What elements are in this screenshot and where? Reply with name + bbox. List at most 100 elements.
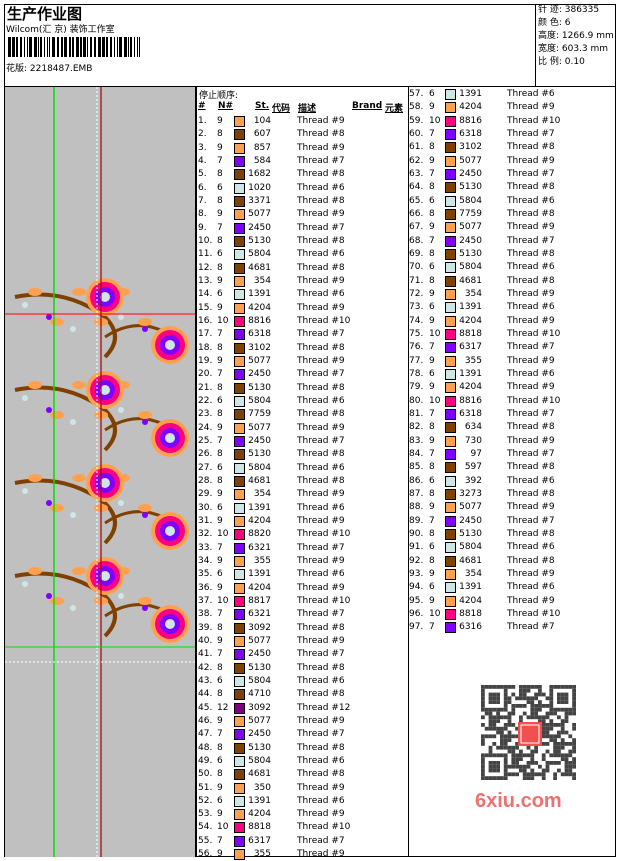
thread-description: Thread #9 bbox=[297, 809, 345, 820]
thread-description: Thread #7 bbox=[297, 835, 345, 846]
thread-description: Thread #6 bbox=[507, 195, 555, 206]
table-row: 21. 8 5130 Thread #8 bbox=[198, 382, 403, 395]
design-width: 宽度: 603.3 mm bbox=[538, 44, 609, 54]
stop-number: 70. bbox=[409, 262, 424, 273]
stop-number: 12. bbox=[198, 262, 213, 273]
needle-number: 10 bbox=[429, 115, 441, 126]
stitch-count: 2450 bbox=[459, 168, 482, 179]
thread-description: Thread #6 bbox=[297, 569, 345, 580]
stitch-count: 8818 bbox=[459, 608, 482, 619]
table-row: 77. 9 355 Thread #9 bbox=[409, 355, 614, 368]
table-row: 50. 8 4681 Thread #8 bbox=[198, 768, 403, 781]
stitch-count: 4681 bbox=[459, 275, 482, 286]
thread-description: Thread #9 bbox=[507, 155, 555, 166]
thread-description: Thread #8 bbox=[297, 742, 345, 753]
table-row: 48. 8 5130 Thread #8 bbox=[198, 742, 403, 755]
needle-number: 8 bbox=[429, 422, 435, 433]
color-swatch bbox=[234, 769, 245, 781]
stop-number: 36. bbox=[198, 582, 213, 593]
color-swatch bbox=[234, 142, 245, 154]
stop-number: 54. bbox=[198, 822, 213, 833]
table-row: 26. 8 5130 Thread #8 bbox=[198, 448, 403, 461]
stop-number: 20. bbox=[198, 369, 213, 380]
stop-number: 78. bbox=[409, 368, 424, 379]
stitch-count: 607 bbox=[253, 129, 271, 140]
table-row: 32. 10 8820 Thread #10 bbox=[198, 528, 403, 541]
color-swatch bbox=[234, 755, 245, 767]
stitch-count: 5804 bbox=[248, 462, 271, 473]
needle-number: 8 bbox=[429, 528, 435, 539]
stop-number: 41. bbox=[198, 649, 213, 660]
stitch-count: 5130 bbox=[248, 235, 271, 246]
thread-description: Thread #6 bbox=[297, 395, 345, 406]
table-row: 5. 8 1682 Thread #8 bbox=[198, 168, 403, 181]
stop-number: 24. bbox=[198, 422, 213, 433]
table-row: 28. 8 4681 Thread #8 bbox=[198, 475, 403, 488]
stop-number: 25. bbox=[198, 435, 213, 446]
thread-description: Thread #8 bbox=[507, 422, 555, 433]
thread-description: Thread #10 bbox=[297, 315, 351, 326]
color-swatch bbox=[445, 342, 456, 354]
stop-number: 66. bbox=[409, 208, 424, 219]
needle-number: 6 bbox=[217, 395, 223, 406]
table-row: 63. 7 2450 Thread #7 bbox=[409, 168, 614, 181]
stop-number: 33. bbox=[198, 542, 213, 553]
color-swatch bbox=[234, 582, 245, 594]
stitch-count: 355 bbox=[464, 355, 482, 366]
design-info-box: 针 迹: 386335 颜 色: 6 高度: 1266.9 mm 宽度: 603… bbox=[535, 4, 617, 86]
stop-number: 71. bbox=[409, 275, 424, 286]
stop-number: 44. bbox=[198, 689, 213, 700]
color-swatch bbox=[445, 515, 456, 527]
stitch-count: 2450 bbox=[248, 649, 271, 660]
stitch-count: 4204 bbox=[459, 382, 482, 393]
stitch-count: 354 bbox=[464, 288, 482, 299]
thread-description: Thread #10 bbox=[297, 822, 351, 833]
stop-number: 72. bbox=[409, 288, 424, 299]
color-swatch bbox=[234, 169, 245, 181]
color-swatch bbox=[445, 395, 456, 407]
stitch-count: 4710 bbox=[248, 689, 271, 700]
table-row: 65. 6 5804 Thread #6 bbox=[409, 195, 614, 208]
needle-number: 6 bbox=[429, 262, 435, 273]
color-swatch bbox=[234, 262, 245, 274]
color-swatch bbox=[445, 542, 456, 554]
thread-description: Thread #8 bbox=[297, 382, 345, 393]
thread-description: Thread #6 bbox=[297, 675, 345, 686]
needle-number: 10 bbox=[429, 395, 441, 406]
needle-number: 6 bbox=[217, 289, 223, 300]
table-row: 10. 8 5130 Thread #8 bbox=[198, 235, 403, 248]
table-row: 12. 8 4681 Thread #8 bbox=[198, 262, 403, 275]
thread-description: Thread #9 bbox=[297, 489, 345, 500]
thread-description: Thread #9 bbox=[297, 782, 345, 793]
needle-number: 9 bbox=[217, 715, 223, 726]
needle-number: 9 bbox=[217, 422, 223, 433]
stitch-count: 6318 bbox=[459, 128, 482, 139]
stitch-count: 6317 bbox=[248, 835, 271, 846]
embroidery-design-image bbox=[5, 87, 195, 857]
table-row: 91. 6 5804 Thread #6 bbox=[409, 541, 614, 554]
stop-number: 85. bbox=[409, 462, 424, 473]
needle-number: 9 bbox=[217, 782, 223, 793]
color-swatch bbox=[234, 715, 245, 727]
table-row: 17. 7 6318 Thread #7 bbox=[198, 328, 403, 341]
needle-number: 8 bbox=[217, 769, 223, 780]
thread-description: Thread #9 bbox=[297, 142, 345, 153]
table-row: 23. 8 7759 Thread #8 bbox=[198, 408, 403, 421]
color-swatch bbox=[234, 235, 245, 247]
stop-number: 3. bbox=[198, 142, 207, 153]
thread-description: Thread #8 bbox=[507, 248, 555, 259]
stop-number: 17. bbox=[198, 329, 213, 340]
needle-number: 7 bbox=[217, 609, 223, 620]
stop-number: 75. bbox=[409, 328, 424, 339]
color-swatch bbox=[234, 449, 245, 461]
table-row: 61. 8 3102 Thread #8 bbox=[409, 141, 614, 154]
stitch-count: 5077 bbox=[248, 209, 271, 220]
stitch-count: 730 bbox=[464, 435, 482, 446]
thread-description: Thread #8 bbox=[297, 129, 345, 140]
stop-number: 96. bbox=[409, 608, 424, 619]
thread-description: Thread #7 bbox=[297, 222, 345, 233]
stitch-count: 4204 bbox=[248, 302, 271, 313]
thread-description: Thread #8 bbox=[507, 528, 555, 539]
color-swatch bbox=[445, 528, 456, 540]
table-row: 49. 6 5804 Thread #6 bbox=[198, 755, 403, 768]
